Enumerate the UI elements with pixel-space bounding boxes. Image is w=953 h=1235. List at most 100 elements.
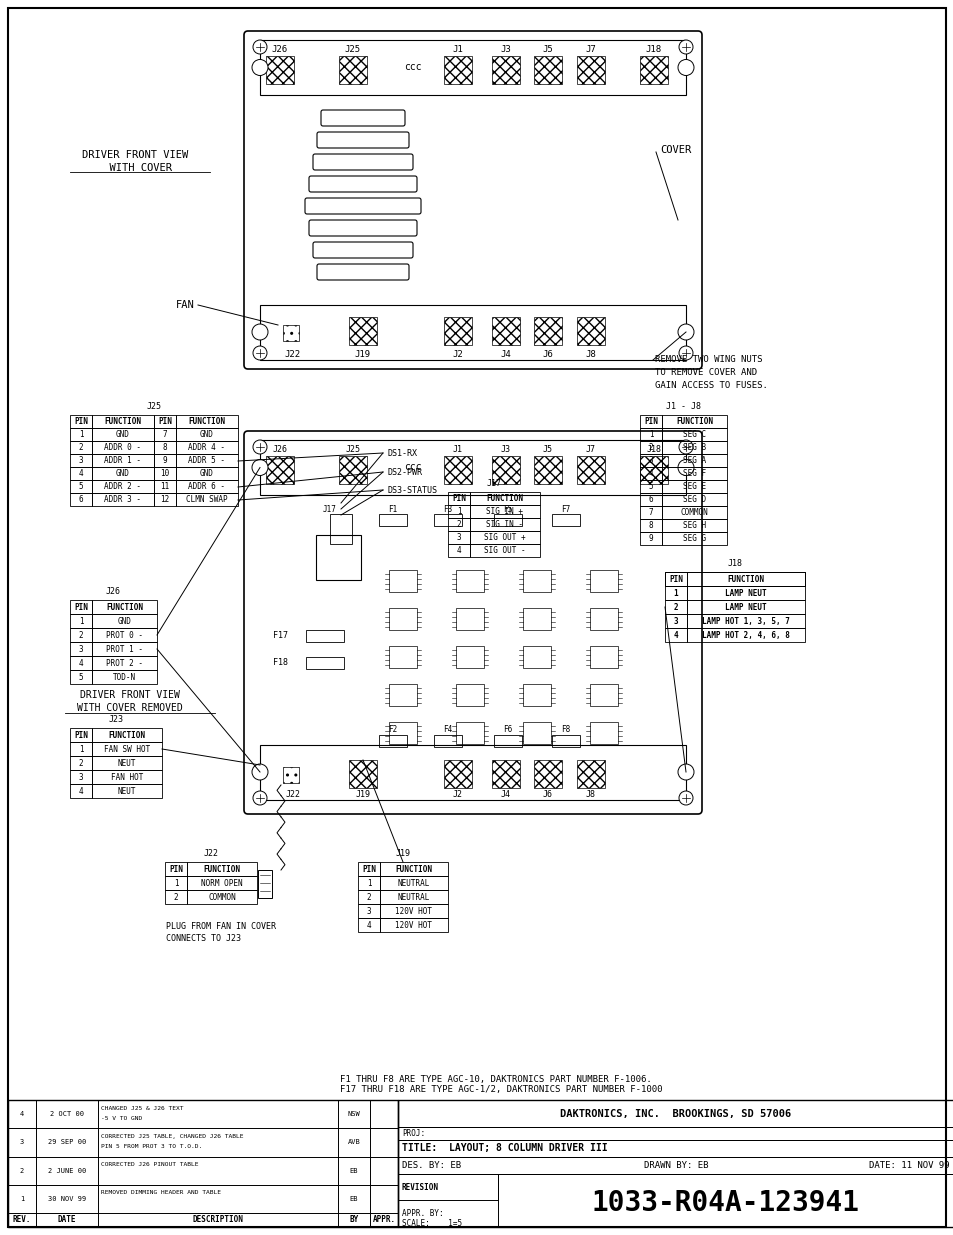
Text: CHANGED J25 & J26 TEXT: CHANGED J25 & J26 TEXT [101,1105,183,1110]
Text: TITLE:  LAYOUT; 8 COLUMN DRIVER III: TITLE: LAYOUT; 8 COLUMN DRIVER III [401,1144,607,1153]
Bar [494,514,521,526]
Bar [91,600,157,614]
Bar [260,440,685,495]
Text: 2: 2 [20,1167,24,1173]
Bar [370,1213,397,1228]
FancyBboxPatch shape [244,31,701,369]
Text: AVB: AVB [347,1140,360,1145]
Bar [639,454,661,467]
Text: J7: J7 [585,445,596,454]
Text: PIN: PIN [362,864,375,873]
Text: DESCRIPTION: DESCRIPTION [193,1215,243,1224]
Text: DAKTRONICS, INC.  BROOKINGS, SD 57006: DAKTRONICS, INC. BROOKINGS, SD 57006 [559,1109,791,1119]
Bar [91,642,157,656]
Bar [8,1156,36,1184]
Text: NORM OPEN: NORM OPEN [201,878,243,888]
Text: J25: J25 [345,44,360,54]
Text: DATE: 11 NOV 99: DATE: 11 NOV 99 [868,1161,949,1170]
Text: 10: 10 [160,469,170,478]
Bar [577,56,604,84]
Text: J17: J17 [323,505,336,514]
Text: F18: F18 [273,657,288,667]
Text: 1033-R04A-123941: 1033-R04A-123941 [592,1189,859,1218]
Text: F1 THRU F8 ARE TYPE AGC-10, DAKTRONICS PART NUMBER F-1006.
F17 THRU F18 ARE TYPE: F1 THRU F8 ARE TYPE AGC-10, DAKTRONICS P… [339,1074,661,1094]
Text: J17: J17 [486,479,501,488]
Bar [91,769,162,784]
Text: F1: F1 [388,505,397,514]
Bar [456,646,483,668]
Bar [448,517,470,531]
Text: SEG H: SEG H [682,521,705,530]
Text: J25: J25 [147,403,161,411]
Bar [260,305,685,359]
Bar [70,769,91,784]
Bar [370,1156,397,1184]
Bar [91,742,162,756]
Text: REMOVE TWO WING NUTS: REMOVE TWO WING NUTS [655,354,761,364]
Bar [70,756,91,769]
Bar [153,480,175,493]
Bar [260,745,685,800]
Text: 1: 1 [78,430,83,438]
Circle shape [252,459,268,475]
Bar [470,517,539,531]
Bar [70,415,91,429]
Circle shape [678,764,693,781]
Text: PIN: PIN [452,494,465,503]
Bar [175,441,237,454]
Bar [153,441,175,454]
Bar [664,572,804,585]
Bar [379,904,448,918]
Bar [153,493,175,506]
Bar [470,543,539,557]
Text: CORRECTED J25 TABLE, CHANGED J26 TABLE: CORRECTED J25 TABLE, CHANGED J26 TABLE [101,1134,243,1139]
Text: NSW: NSW [347,1112,360,1118]
Text: DRAWN BY: EB: DRAWN BY: EB [643,1161,707,1170]
Text: REV.: REV. [12,1215,31,1224]
Bar [266,56,294,84]
Bar [337,1184,370,1213]
Text: FAN: FAN [176,300,194,310]
Bar [589,571,618,592]
Bar [577,317,604,345]
Text: SIG IN -: SIG IN - [486,520,523,529]
Text: SEG B: SEG B [682,443,705,452]
Bar [70,671,91,684]
Bar [337,1213,370,1228]
Bar [70,742,91,756]
Text: COMMON: COMMON [208,893,235,902]
Text: TOD-N: TOD-N [112,673,136,682]
Text: CORRECTED J26 PINOUT TABLE: CORRECTED J26 PINOUT TABLE [101,1162,198,1167]
FancyBboxPatch shape [244,431,701,814]
Text: 4: 4 [78,787,83,795]
Text: 9: 9 [163,456,167,466]
Text: J6: J6 [542,790,553,799]
Text: GAIN ACCESS TO FUSES.: GAIN ACCESS TO FUSES. [655,382,767,390]
Text: 2: 2 [673,603,678,611]
Bar [661,415,726,429]
Bar [552,514,579,526]
Text: PIN: PIN [668,574,682,583]
Text: J8: J8 [585,790,596,799]
Text: LAMP HOT 1, 3, 5, 7: LAMP HOT 1, 3, 5, 7 [701,616,789,625]
Text: J22: J22 [203,848,218,858]
Bar [389,722,416,743]
Bar [639,519,661,532]
Text: 1: 1 [20,1195,24,1202]
Bar [357,890,379,904]
Bar [534,760,561,788]
Text: 6: 6 [648,495,653,504]
Text: J26: J26 [106,587,121,597]
Text: FUNCTION: FUNCTION [676,417,712,426]
Text: FUNCTION: FUNCTION [486,494,523,503]
Text: 5: 5 [78,482,83,492]
Text: 120V HOT: 120V HOT [395,906,432,915]
Text: J6: J6 [542,350,553,359]
Text: J18: J18 [645,44,661,54]
Circle shape [678,59,693,75]
Text: SIG IN +: SIG IN + [486,508,523,516]
Bar [175,415,237,429]
Bar [639,480,661,493]
Bar [357,862,379,876]
Bar [456,684,483,706]
